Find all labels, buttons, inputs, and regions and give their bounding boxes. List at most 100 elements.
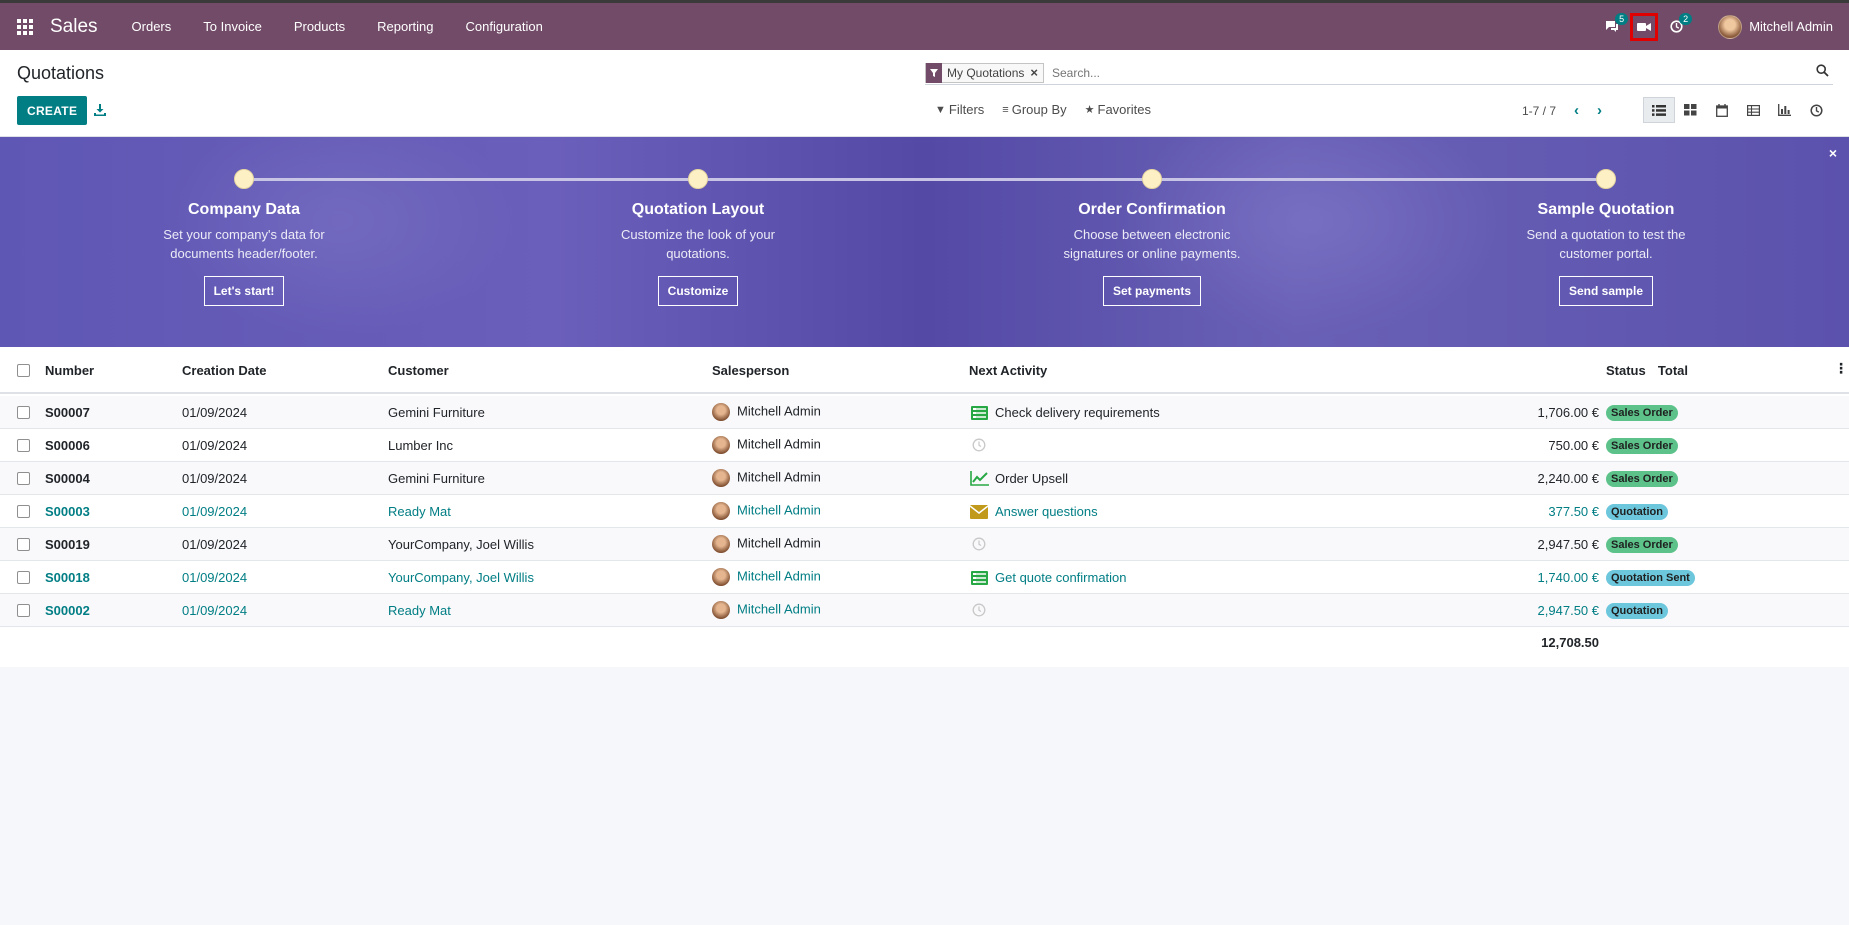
row-checkbox[interactable] (17, 571, 30, 584)
column-next-activity[interactable]: Next Activity (969, 363, 1048, 378)
pager-value[interactable]: 1-7 / 7 (1522, 103, 1557, 118)
salesperson-name: Mitchell Admin (737, 601, 821, 617)
grand-total: 12,708.50 (1541, 635, 1599, 650)
send-sample-button[interactable]: Send sample (1558, 276, 1654, 306)
salesperson-name: Mitchell Admin (737, 403, 821, 419)
table-row[interactable]: S00007 01/09/2024 Gemini Furniture Mitchell… (0, 396, 1849, 429)
graph-view-button[interactable] (1769, 97, 1801, 123)
next-activity[interactable] (969, 438, 995, 452)
avatar (712, 535, 730, 553)
next-activity[interactable] (969, 603, 995, 617)
row-checkbox[interactable] (17, 472, 30, 485)
calendar-view-button[interactable] (1706, 97, 1738, 123)
next-activity[interactable]: Answer questions (969, 504, 1098, 519)
envelope-icon[interactable] (969, 504, 989, 519)
clock-icon[interactable] (969, 603, 989, 617)
todo-icon[interactable] (969, 570, 989, 585)
next-activity[interactable]: Get quote confirmation (969, 570, 1127, 585)
step-title: Quotation Layout (631, 201, 765, 218)
next-activity[interactable] (969, 537, 995, 551)
table-row[interactable]: S00006 01/09/2024 Lumber Inc Mitchell Admin… (0, 429, 1849, 462)
select-all-checkbox[interactable] (17, 364, 30, 377)
clock-icon[interactable] (969, 537, 989, 551)
row-checkbox[interactable] (17, 538, 30, 551)
app-brand[interactable]: Sales (50, 15, 98, 37)
table-icon (1746, 104, 1760, 116)
table-row[interactable]: S00004 01/09/2024 Gemini Furniture Mitchell… (0, 462, 1849, 495)
menu-orders[interactable]: Orders (131, 19, 172, 34)
salesperson: Mitchell Admin (712, 601, 821, 619)
table-row[interactable]: S00018 01/09/2024 YourCompany, Joel Willis… (0, 561, 1849, 594)
messaging-button[interactable]: 5 (1598, 12, 1629, 41)
menu-to-invoice[interactable]: To Invoice (203, 19, 262, 34)
step-description: Choose between electronic signatures or … (1063, 227, 1241, 261)
set-payments-button[interactable]: Set payments (1102, 276, 1202, 306)
kanban-view-button[interactable] (1675, 97, 1707, 123)
close-icon[interactable]: × (1828, 145, 1837, 161)
column-customer[interactable]: Customer (388, 363, 449, 378)
status-label: Sales Order (1606, 405, 1678, 421)
onboarding-step-quotation-layout: Quotation Layout Customize the look of y… (588, 169, 808, 306)
top-navbar: Sales Orders To Invoice Products Reporti… (0, 0, 1849, 50)
favorites-toggle[interactable]: ★ Favorites (1085, 102, 1151, 117)
facet-remove-icon[interactable]: × (1030, 65, 1038, 80)
status-badge: Quotation (1606, 602, 1668, 619)
column-total[interactable]: Total (1657, 363, 1688, 378)
status-label: Sales Order (1606, 537, 1678, 553)
list-icon (1651, 104, 1666, 116)
row-checkbox[interactable] (17, 406, 30, 419)
clock-icon[interactable] (969, 438, 989, 452)
menu-configuration[interactable]: Configuration (465, 19, 543, 34)
next-activity[interactable]: Check delivery requirements (969, 405, 1160, 420)
lets-start-button[interactable]: Let's start! (203, 276, 285, 306)
pager-previous-icon[interactable]: ‹ (1574, 102, 1580, 119)
activity-view-button[interactable] (1801, 97, 1833, 123)
pager-next-icon[interactable]: › (1597, 102, 1603, 119)
customize-button[interactable]: Customize (657, 276, 739, 306)
table-row[interactable]: S00003 01/09/2024 Ready Mat Mitchell Admin A… (0, 495, 1849, 528)
menu-reporting[interactable]: Reporting (377, 19, 434, 34)
menu-products[interactable]: Products (293, 19, 346, 34)
status-label: Quotation Sent (1606, 570, 1695, 586)
creation-date: 01/09/2024 (182, 438, 248, 453)
video-call-button[interactable] (1630, 12, 1659, 41)
messages-badge: 5 (1615, 12, 1629, 25)
creation-date: 01/09/2024 (182, 471, 248, 486)
filters-toggle[interactable]: ▼ Filters (935, 102, 984, 117)
apps-menu-icon[interactable] (0, 3, 50, 50)
optional-columns-icon[interactable]: ⋮ (1834, 360, 1848, 376)
quotations-list: Number Creation Date Customer Salesperso… (0, 347, 1849, 667)
list-view-button[interactable] (1643, 97, 1675, 123)
create-button[interactable]: CREATE (17, 96, 88, 125)
status-label: Sales Order (1606, 471, 1678, 487)
row-checkbox[interactable] (17, 505, 30, 518)
activities-button[interactable]: 2 (1662, 12, 1693, 41)
column-number[interactable]: Number (45, 363, 95, 378)
favorites-label: Favorites (1097, 102, 1151, 117)
row-checkbox[interactable] (17, 604, 30, 617)
filter-facet: My Quotations × (925, 62, 1044, 83)
avatar (712, 403, 730, 421)
status-label: Sales Order (1606, 438, 1678, 454)
export-button[interactable] (92, 101, 108, 119)
creation-date: 01/09/2024 (182, 405, 248, 420)
total-amount: 1,740.00 € (1537, 570, 1599, 585)
pivot-view-button[interactable] (1738, 97, 1770, 123)
user-menu[interactable]: Mitchell Admin (1718, 14, 1833, 39)
column-salesperson[interactable]: Salesperson (712, 363, 790, 378)
column-creation-date[interactable]: Creation Date (182, 363, 267, 378)
table-row[interactable]: S00019 01/09/2024 YourCompany, Joel Willis… (0, 528, 1849, 561)
search-icon[interactable] (1816, 64, 1829, 80)
groupby-toggle[interactable]: ≡ Group By (1002, 102, 1066, 117)
column-status[interactable]: Status (1606, 363, 1646, 378)
status-label: Quotation (1606, 504, 1668, 520)
chart-line-icon[interactable] (969, 471, 989, 486)
table-row[interactable]: S00002 01/09/2024 Ready Mat Mitchell Admin 2… (0, 594, 1849, 627)
search-input[interactable] (1051, 65, 1792, 80)
next-activity[interactable]: Order Upsell (969, 471, 1068, 486)
step-description: Customize the look of your quotations. (621, 227, 775, 261)
todo-icon[interactable] (969, 405, 989, 420)
onboarding-step-company-data: Company Data Set your company's data for… (134, 169, 354, 306)
row-checkbox[interactable] (17, 439, 30, 452)
activity-summary: Answer questions (995, 504, 1098, 519)
